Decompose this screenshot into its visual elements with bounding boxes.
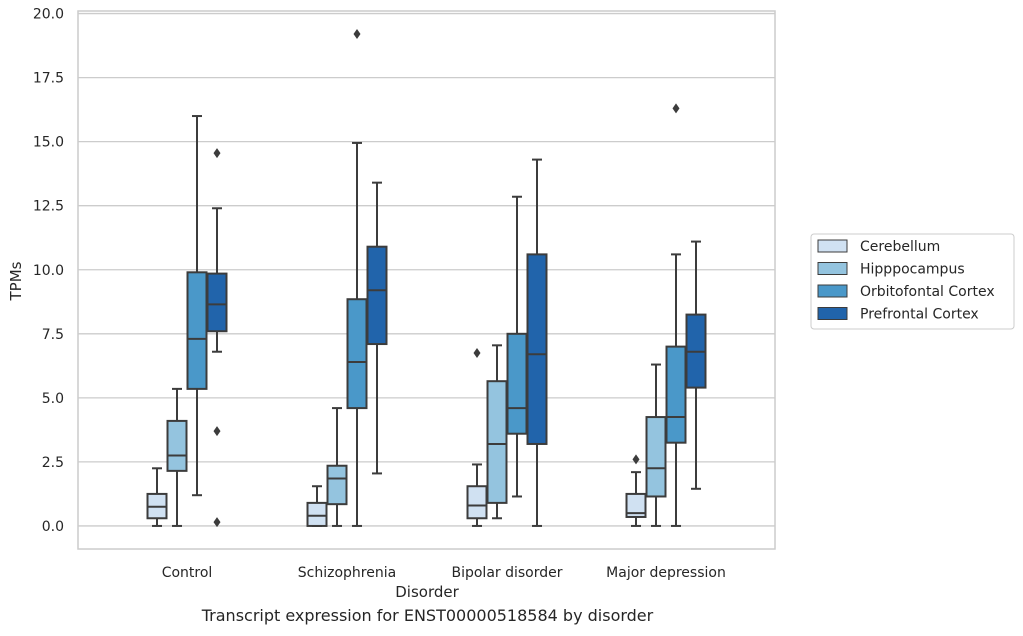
legend-label: Cerebellum <box>860 239 940 255</box>
box <box>186 271 208 390</box>
y-tick-label: 7.5 <box>42 327 64 343</box>
box <box>486 380 508 504</box>
outlier-marker <box>353 29 361 40</box>
y-tick-label: 15.0 <box>33 135 64 151</box>
legend-swatch <box>817 307 848 320</box>
box-element <box>146 467 168 527</box>
box-element <box>506 195 528 498</box>
box <box>625 492 647 518</box>
outlier-marker <box>632 454 640 465</box>
box <box>166 419 188 472</box>
box-element <box>665 103 687 527</box>
legend-item: Cerebellum <box>817 239 940 255</box>
outlier-marker <box>473 348 481 359</box>
box-element <box>326 407 348 527</box>
box-element <box>486 344 508 520</box>
y-tick-label: 17.5 <box>33 71 64 87</box>
outlier-marker <box>213 148 221 159</box>
legend-frame <box>810 233 1015 330</box>
box-element <box>466 348 488 527</box>
outlier-marker <box>672 103 680 114</box>
y-tick-label: 10.0 <box>33 263 64 279</box>
legend-item: Hipppocampus <box>817 262 965 278</box>
box <box>526 253 548 445</box>
box-element <box>306 485 328 527</box>
box-element <box>166 387 188 527</box>
box <box>206 272 228 333</box>
y-tick-label: 20.0 <box>33 7 64 23</box>
box <box>326 464 348 506</box>
y-tick-labels: 0.0 2.5 5.0 7.5 10.0 12.5 15.0 17.5 20.0 <box>33 7 64 535</box>
box <box>645 416 667 498</box>
legend-swatch <box>817 239 848 253</box>
figure-caption: Transcript expression for ENST0000051858… <box>201 606 654 625</box>
box <box>306 501 328 527</box>
box <box>346 298 368 410</box>
legend-item: Prefrontal Cortex <box>817 307 979 323</box>
y-tick-label: 0.0 <box>42 519 64 535</box>
boxes <box>146 29 707 528</box>
y-tick-label: 2.5 <box>42 455 64 471</box>
outlier-marker <box>213 517 221 528</box>
y-tick-label: 12.5 <box>33 199 64 215</box>
box <box>466 485 488 520</box>
x-tick-label: Control <box>162 565 213 581</box>
box-element <box>645 363 667 527</box>
box <box>506 332 528 435</box>
outlier-marker <box>213 426 221 437</box>
y-tick-label: 5.0 <box>42 391 64 407</box>
box-element <box>206 148 228 528</box>
x-tick-label: Major depression <box>606 565 726 581</box>
legend-label: Hipppocampus <box>860 262 965 278</box>
x-tick-label: Schizophrenia <box>298 565 396 581</box>
box-element <box>685 240 707 490</box>
y-axis-label: TPMs <box>7 261 25 301</box>
box-element <box>526 158 548 527</box>
plot-area-frame <box>77 10 776 550</box>
box-element <box>186 115 208 497</box>
x-tick-labels: Control Schizophrenia Bipolar disorder Majo… <box>162 565 726 581</box>
legend-swatch <box>817 262 848 275</box>
box-element <box>625 454 647 527</box>
box <box>366 245 388 346</box>
legend-item: Orbitofontal Cortex <box>817 284 995 300</box>
box-element <box>366 181 388 475</box>
legend-label: Prefrontal Cortex <box>860 307 979 323</box>
legend: Cerebellum Hipppocampus Orbitofontal Corte… <box>810 233 1015 330</box>
x-axis-label: Disorder <box>395 583 459 601</box>
box <box>665 345 687 444</box>
legend-swatch <box>817 284 848 298</box>
legend-label: Orbitofontal Cortex <box>860 284 995 300</box>
box-element <box>346 29 368 527</box>
x-tick-label: Bipolar disorder <box>451 565 562 581</box>
